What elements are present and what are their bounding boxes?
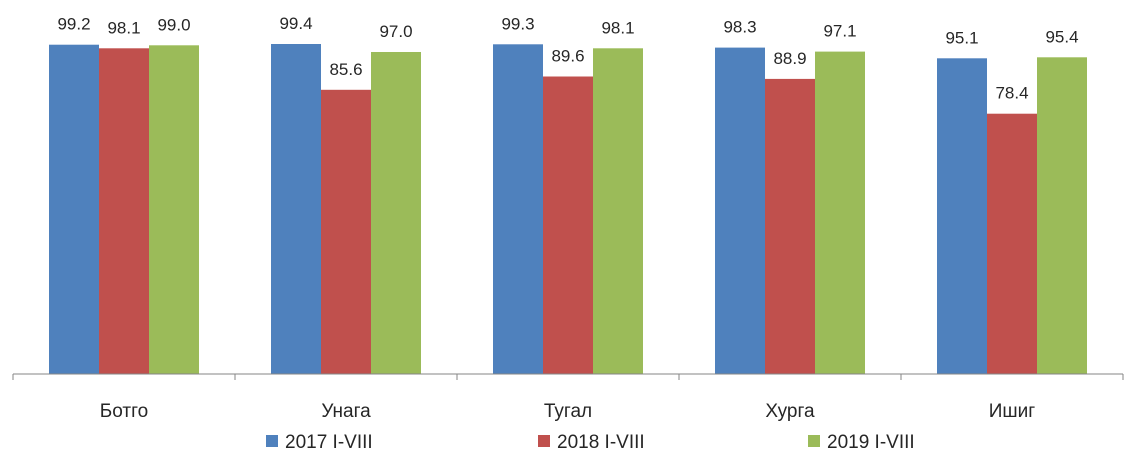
data-label-хурга-2017-i-viii: 98.3 (723, 18, 756, 37)
data-label-тугал-2018-i-viii: 89.6 (551, 47, 584, 66)
bars-layer (49, 44, 1087, 375)
data-label-ботго-2019-i-viii: 99.0 (157, 15, 190, 34)
category-label-ботго: Ботго (100, 401, 148, 422)
legend-label-2018-i-viii: 2018 I-VIII (557, 432, 645, 453)
data-label-тугал-2019-i-viii: 98.1 (601, 18, 634, 37)
data-label-ишиг-2019-i-viii: 95.4 (1045, 27, 1078, 46)
data-label-ишиг-2018-i-viii: 78.4 (995, 84, 1028, 103)
data-label-хурга-2019-i-viii: 97.1 (823, 22, 856, 41)
category-label-ишиг: Ишиг (989, 401, 1036, 422)
data-label-ботго-2018-i-viii: 98.1 (107, 18, 140, 37)
bar-унага-2017-i-viii (271, 44, 321, 374)
bar-ботго-2019-i-viii (149, 45, 199, 375)
legend-swatch-2018-i-viii (538, 435, 550, 447)
x-axis: Ботго Унага Тугал Хурга Ишиг (12, 373, 1124, 422)
category-label-тугал: Тугал (544, 401, 592, 422)
bar-унага-2018-i-viii (321, 89, 371, 375)
bar-ботго-2018-i-viii (99, 48, 149, 375)
bar-хурга-2017-i-viii (715, 47, 765, 374)
bar-тугал-2019-i-viii (593, 48, 643, 375)
legend: 2017 I-VIII 2018 I-VIII 2019 I-VIII (266, 432, 915, 453)
data-label-ишиг-2017-i-viii: 95.1 (945, 28, 978, 47)
data-label-хурга-2018-i-viii: 88.9 (773, 49, 806, 68)
data-label-ботго-2017-i-viii: 99.2 (57, 15, 90, 34)
data-label-унага-2018-i-viii: 85.6 (329, 60, 362, 79)
legend-swatch-2017-i-viii (266, 435, 278, 447)
category-label-хурга: Хурга (765, 401, 815, 422)
bar-унага-2019-i-viii (371, 52, 421, 374)
bar-хурга-2019-i-viii (815, 51, 865, 374)
bar-тугал-2018-i-viii (543, 76, 593, 374)
bar-ботго-2017-i-viii (49, 44, 99, 374)
category-label-унага: Унага (321, 401, 371, 422)
data-labels-layer: 99.2 98.1 99.0 99.4 85.6 97.0 99.3 89.6 98.1 98.3… (57, 14, 1078, 103)
bar-ишиг-2018-i-viii (987, 113, 1037, 374)
bar-тугал-2017-i-viii (493, 44, 543, 375)
legend-label-2017-i-viii: 2017 I-VIII (285, 432, 373, 453)
data-label-унага-2019-i-viii: 97.0 (379, 22, 412, 41)
bar-хурга-2018-i-viii (765, 78, 815, 375)
legend-label-2019-i-viii: 2019 I-VIII (827, 432, 915, 453)
data-label-унага-2017-i-viii: 99.4 (279, 14, 312, 33)
legend-swatch-2019-i-viii (808, 435, 820, 447)
bar-ишиг-2017-i-viii (937, 58, 987, 375)
data-label-тугал-2017-i-viii: 99.3 (501, 14, 534, 33)
bar-ишиг-2019-i-viii (1037, 57, 1087, 375)
